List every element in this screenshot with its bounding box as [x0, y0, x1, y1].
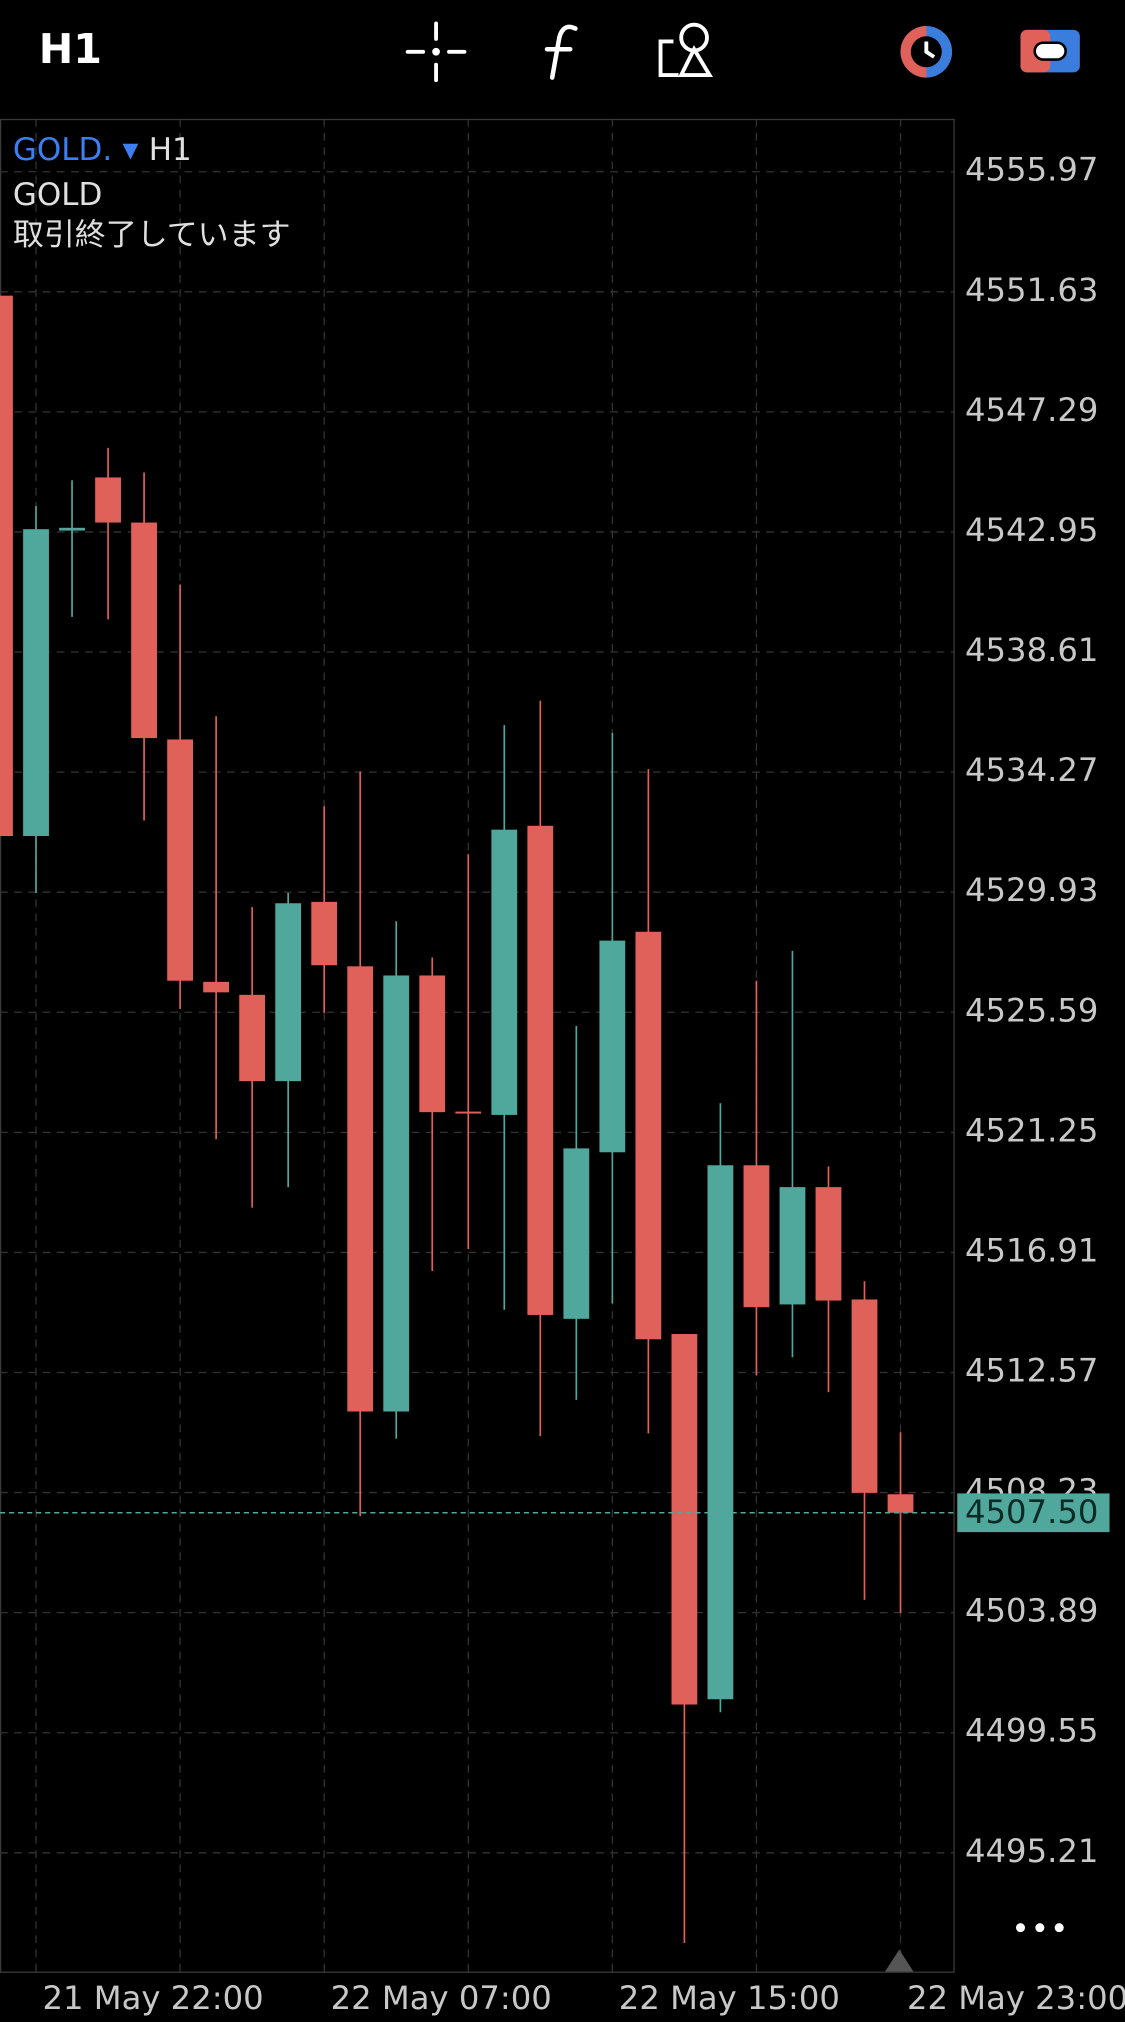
y-tick-label: 4499.55	[965, 1712, 1098, 1750]
y-tick-label: 4547.29	[965, 391, 1098, 429]
scroll-marker[interactable]	[885, 1949, 914, 1972]
candle-body	[0, 295, 13, 837]
y-tick-label: 4512.57	[965, 1351, 1098, 1389]
history-icon[interactable]	[900, 25, 953, 78]
y-tick-label: 4551.63	[965, 271, 1098, 309]
candle-body	[419, 975, 446, 1113]
candle-body	[59, 527, 85, 531]
timeframe-button[interactable]: H1	[39, 25, 102, 73]
candle-body	[671, 1334, 698, 1705]
market-status: 取引終了しています	[13, 217, 291, 253]
x-tick-label: 22 May 07:00	[331, 1979, 552, 2017]
trade-icon[interactable]	[1020, 29, 1080, 73]
symbol-name: GOLD	[13, 177, 102, 213]
chart-info: GOLD. ▼ H1 GOLD 取引終了しています	[13, 132, 291, 253]
current-price-label: 4507.50	[965, 1493, 1098, 1531]
more-button[interactable]	[1015, 1923, 1064, 1933]
candle-body	[779, 1187, 806, 1305]
symbol-dropdown-arrow[interactable]: ▼	[123, 138, 139, 162]
x-tick-label: 22 May 15:00	[619, 1979, 840, 2017]
y-tick-label: 4495.21	[965, 1832, 1098, 1870]
y-tick-label: 4516.91	[965, 1231, 1098, 1269]
candle-body	[311, 901, 338, 966]
candle-body	[23, 529, 49, 837]
candle-body	[455, 1111, 482, 1114]
candle-body	[563, 1148, 590, 1319]
plot-frame	[0, 118, 955, 1973]
candle-body	[635, 931, 662, 1340]
y-tick-label: 4521.25	[965, 1111, 1098, 1149]
symbol[interactable]: GOLD.	[13, 132, 112, 168]
candle-body	[491, 829, 518, 1115]
y-tick-label: 4555.97	[965, 151, 1098, 189]
current-price-tag	[957, 1493, 1110, 1533]
x-tick-label: 22 May 23:00	[907, 1979, 1125, 2017]
x-tick-label: 21 May 22:00	[42, 1979, 263, 2017]
indicators-icon[interactable]	[544, 24, 578, 80]
toolbar: H1	[39, 21, 1080, 83]
candle-body	[167, 739, 194, 981]
candles	[0, 295, 914, 1944]
candle-body	[95, 477, 121, 523]
crosshair-icon[interactable]	[405, 21, 467, 83]
candle-body	[527, 825, 554, 1315]
candle-body	[743, 1165, 770, 1308]
y-tick-label: 4534.27	[965, 751, 1098, 789]
candle-body	[131, 522, 157, 739]
price-axis: 4555.97 4551.63 4547.29 4542.95 4538.61 4534.…	[0, 151, 1110, 1870]
candle-body	[203, 981, 230, 993]
y-tick-label: 4503.89	[965, 1592, 1098, 1630]
candle-body	[707, 1165, 734, 1700]
chart-timeframe: H1	[149, 132, 192, 168]
candle-body	[599, 940, 626, 1153]
objects-icon[interactable]	[658, 22, 713, 77]
candle-body	[815, 1187, 842, 1301]
y-tick-label: 4538.61	[965, 631, 1098, 669]
symbol-line: GOLD. ▼ H1	[13, 132, 192, 168]
candle-body	[275, 903, 302, 1082]
candle-body	[383, 975, 410, 1412]
candle-body	[347, 966, 374, 1412]
y-tick-label: 4529.93	[965, 871, 1098, 909]
y-tick-label: 4525.59	[965, 991, 1098, 1029]
candle-body	[239, 994, 266, 1082]
candle-body	[851, 1299, 878, 1493]
y-tick-label: 4542.95	[965, 511, 1098, 549]
time-axis: 21 May 22:00 22 May 07:00 22 May 15:00 22 M…	[42, 1979, 1125, 2017]
candle-body	[887, 1494, 914, 1513]
